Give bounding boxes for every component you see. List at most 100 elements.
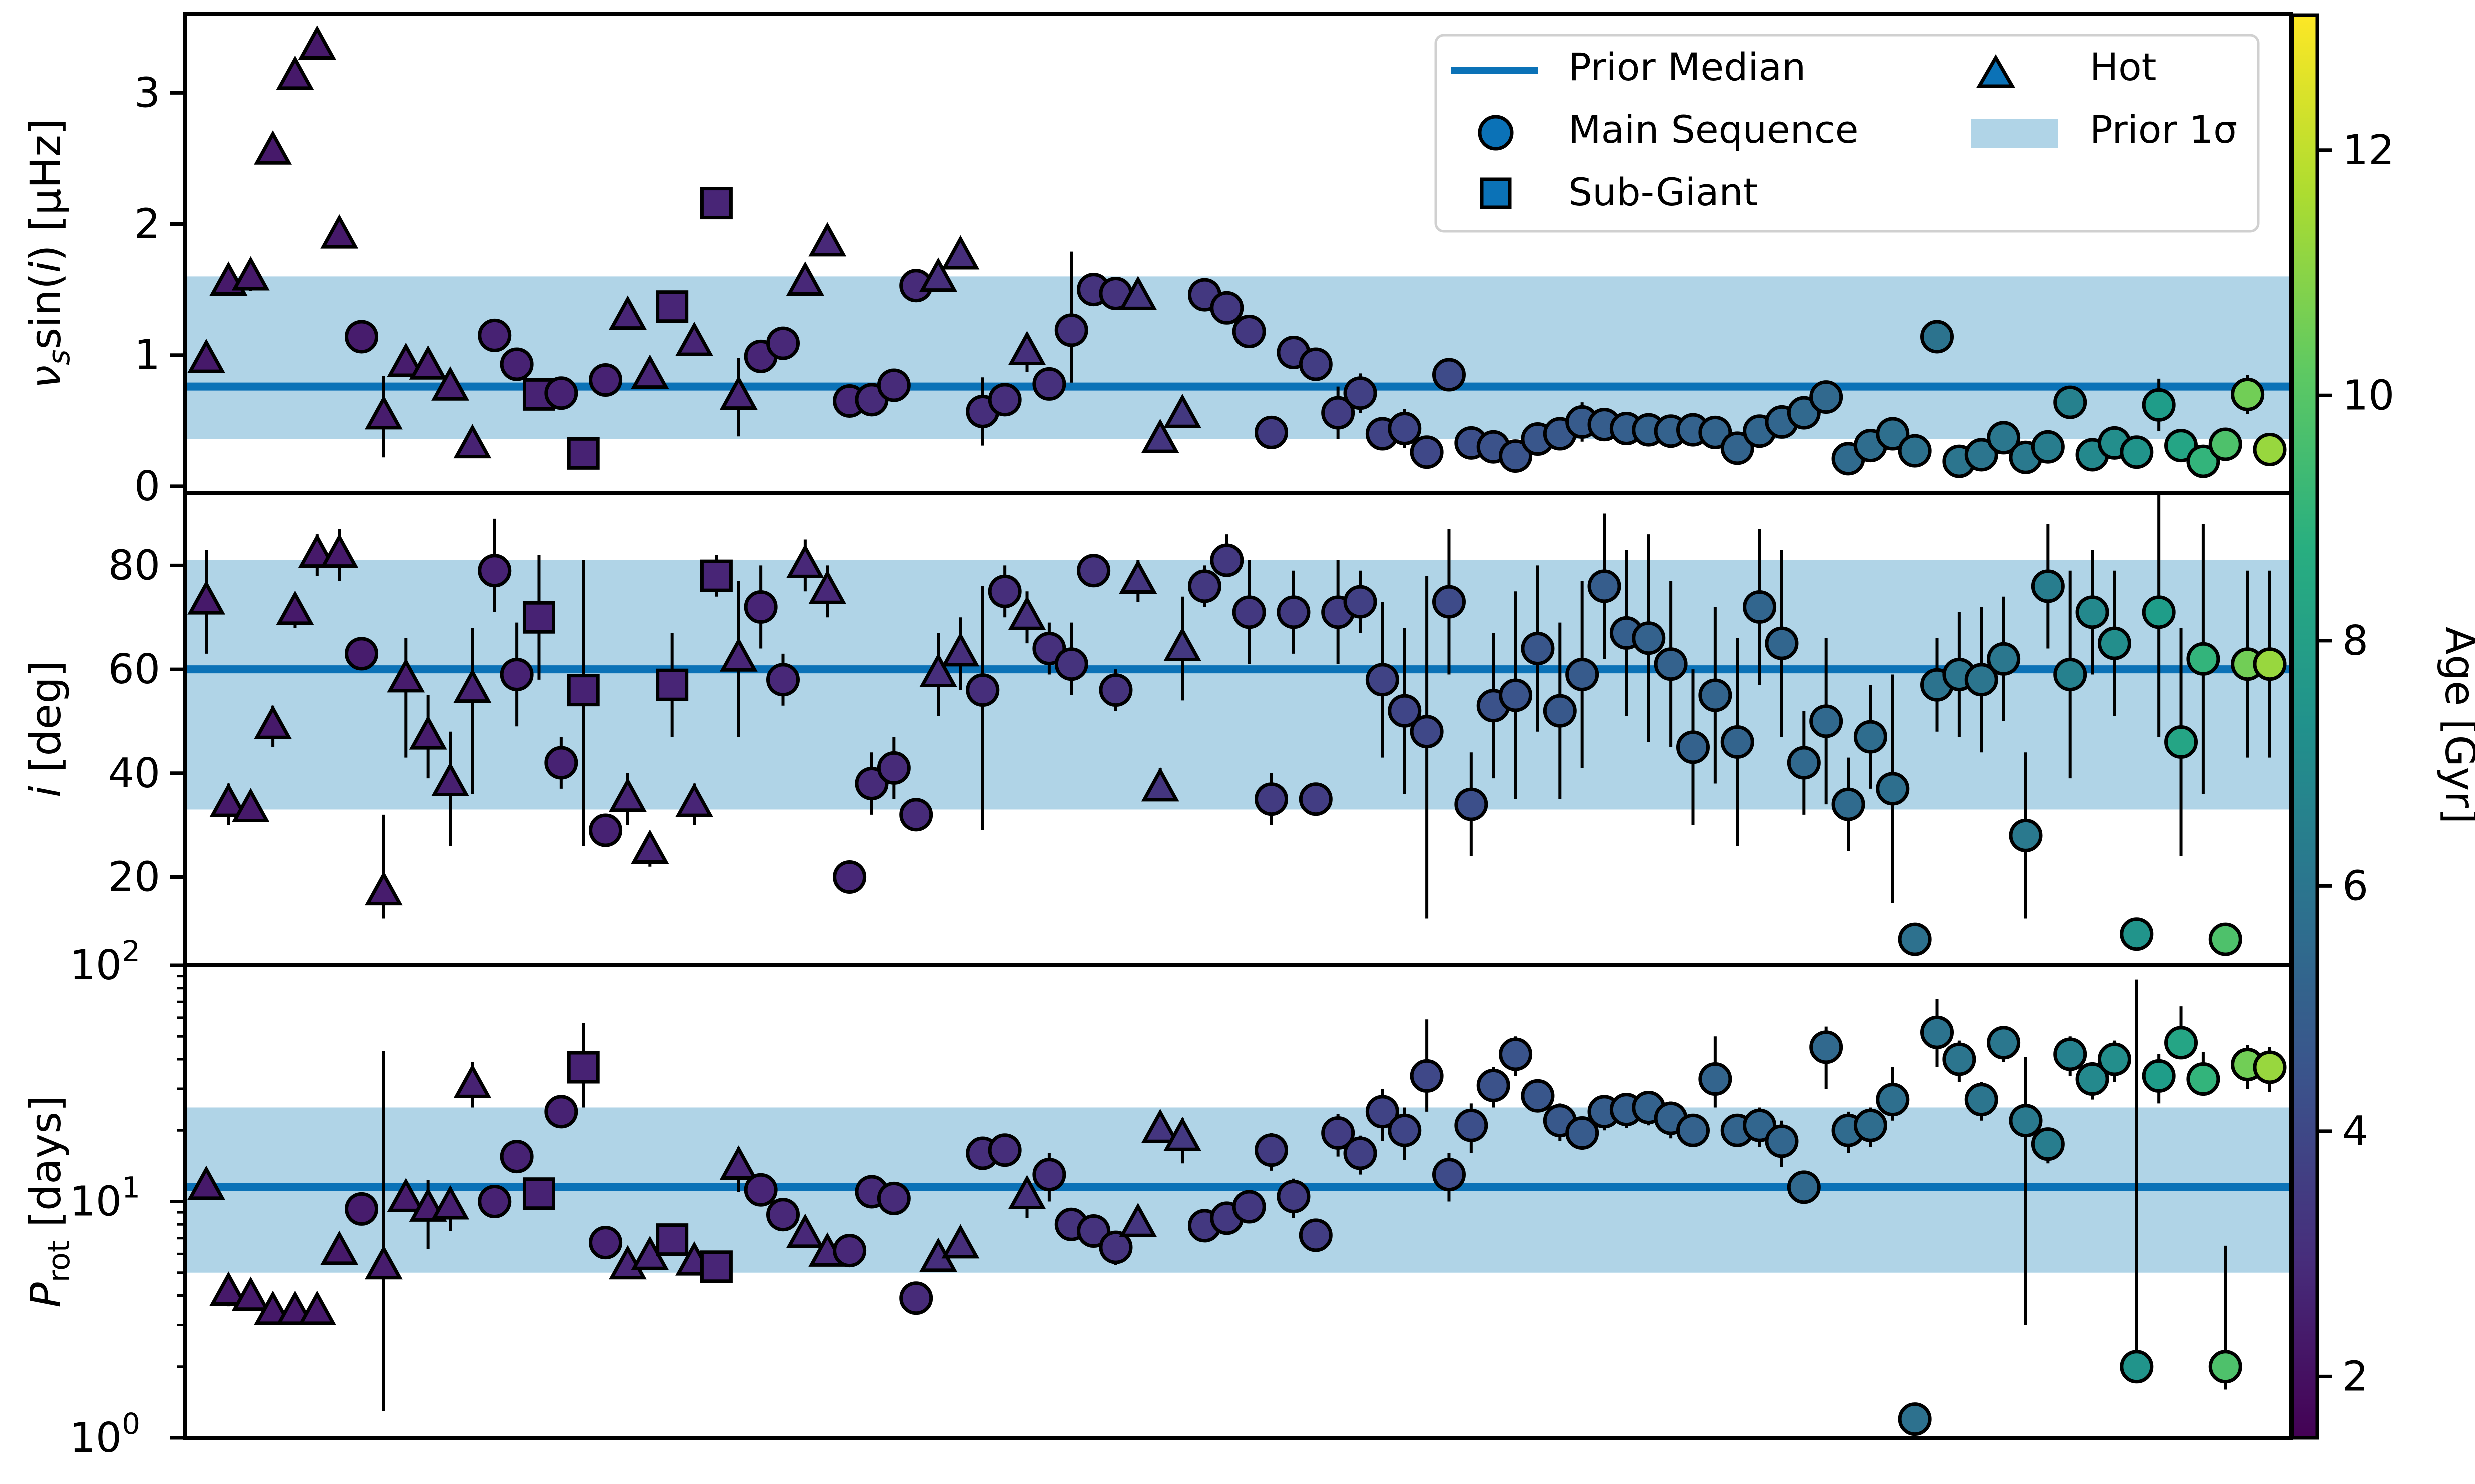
main-sequence-point (1743, 590, 1777, 624)
y-tick-label: 3 (134, 69, 160, 117)
main-sequence-point (1232, 315, 1266, 349)
hot-star-point (941, 632, 980, 667)
main-sequence-point (1210, 543, 1244, 577)
hot-star-point (808, 570, 847, 604)
hot-star-point (631, 354, 669, 389)
hot-star-point (453, 668, 492, 703)
hot-star-point (1163, 1117, 1202, 1151)
main-sequence-point (544, 1095, 578, 1129)
hot-star-point (1163, 394, 1202, 428)
colorbar-tick-label: 4 (2342, 1108, 2368, 1155)
main-sequence-point (1898, 434, 1932, 468)
main-sequence-point (2231, 377, 2265, 411)
legend-hot-swatch (1976, 54, 2016, 88)
main-sequence-point (2253, 1050, 2287, 1084)
main-sequence-point (2053, 1037, 2087, 1071)
main-sequence-point (1410, 715, 1444, 749)
main-sequence-point (1187, 569, 1221, 603)
hot-star-point (453, 1064, 492, 1098)
hot-star-point (387, 658, 425, 693)
hot-star-point (919, 257, 957, 292)
main-sequence-point (1853, 1108, 1887, 1142)
main-sequence-point (1054, 647, 1088, 681)
legend-prior-median-label: Prior Median (1568, 45, 1806, 89)
hot-star-point (1119, 559, 1157, 594)
main-sequence-point (2208, 922, 2242, 956)
hot-star-point (209, 782, 248, 817)
main-sequence-point (744, 590, 778, 624)
hot-star-point (808, 222, 847, 257)
main-sequence-point (1853, 720, 1887, 754)
main-sequence-point (589, 363, 623, 397)
main-sequence-point (1343, 1136, 1377, 1170)
panel-period: 100 101 102 Prot [days] (21, 934, 2293, 1462)
main-sequence-point (1299, 1218, 1333, 1252)
hot-star-point (431, 1185, 469, 1220)
y-tick-label: 101 (70, 1171, 140, 1226)
main-sequence-point (2075, 595, 2109, 629)
main-sequence-point (1388, 694, 1422, 728)
hot-star-point (675, 782, 713, 817)
hot-star-point (364, 1245, 403, 1280)
legend-main-sequence-label: Main Sequence (1568, 107, 1858, 152)
hot-star-point (1141, 767, 1179, 802)
hot-star-point (631, 829, 669, 864)
main-sequence-point (500, 1140, 534, 1174)
y-tick-label: 20 (108, 853, 160, 901)
colorbar-tick-label: 12 (2342, 127, 2394, 174)
sub-giant-point (522, 1177, 555, 1210)
sub-giant-point (700, 559, 733, 592)
main-sequence-point (1410, 435, 1444, 469)
main-sequence-point (1831, 787, 1865, 821)
main-sequence-point (1676, 1113, 1710, 1147)
main-sequence-point (1432, 585, 1466, 619)
main-sequence-point (1698, 678, 1732, 712)
main-sequence-point (1676, 730, 1710, 764)
main-sequence-point (1964, 438, 1998, 472)
main-sequence-point (1787, 746, 1821, 780)
main-sequence-point (2031, 430, 2065, 464)
main-sequence-point (1099, 673, 1133, 707)
main-sequence-point (1942, 1042, 1976, 1076)
main-sequence-point (1809, 380, 1843, 414)
main-sequence-point (2120, 1350, 2154, 1384)
main-sequence-point (2120, 917, 2154, 951)
hot-star-point (320, 214, 359, 249)
y-tick-label: 60 (108, 646, 160, 693)
hot-star-point (453, 424, 492, 459)
main-sequence-point (1365, 663, 1399, 697)
hot-star-point (1008, 1175, 1046, 1209)
main-sequence-point (2031, 1127, 2065, 1161)
main-sequence-point (2164, 725, 2198, 759)
sub-giant-point (567, 1051, 600, 1084)
main-sequence-point (1964, 1083, 1998, 1117)
main-sequence-point (1543, 694, 1577, 728)
main-sequence-point (1210, 291, 1244, 325)
sub-giant-point (656, 290, 689, 323)
sub-giant-point (567, 674, 600, 707)
hot-star-point (719, 375, 758, 410)
sub-giant-point (700, 187, 733, 220)
main-sequence-point (988, 383, 1022, 417)
hot-star-point (431, 366, 469, 401)
main-sequence-point (766, 326, 800, 360)
hot-star-point (276, 55, 314, 90)
main-sequence-point (478, 1185, 512, 1218)
main-sequence-point (1698, 1062, 1732, 1096)
main-sequence-point (988, 574, 1022, 608)
main-sequence-point (1454, 787, 1488, 821)
main-sequence-point (1454, 1108, 1488, 1142)
hot-star-point (320, 1230, 359, 1265)
main-sequence-point (544, 376, 578, 410)
hot-star-point (1141, 1109, 1179, 1143)
main-sequence-point (766, 1198, 800, 1232)
main-sequence-point (1277, 595, 1311, 629)
main-sequence-point (855, 767, 889, 801)
y-tick-label: 40 (108, 750, 160, 797)
main-sequence-point (2053, 657, 2087, 691)
legend-sub-giant-label: Sub-Giant (1568, 170, 1758, 214)
main-sequence-point (1299, 782, 1333, 816)
hot-star-point (609, 777, 647, 812)
main-sequence-point (966, 673, 1000, 707)
main-sequence-point (589, 813, 623, 847)
